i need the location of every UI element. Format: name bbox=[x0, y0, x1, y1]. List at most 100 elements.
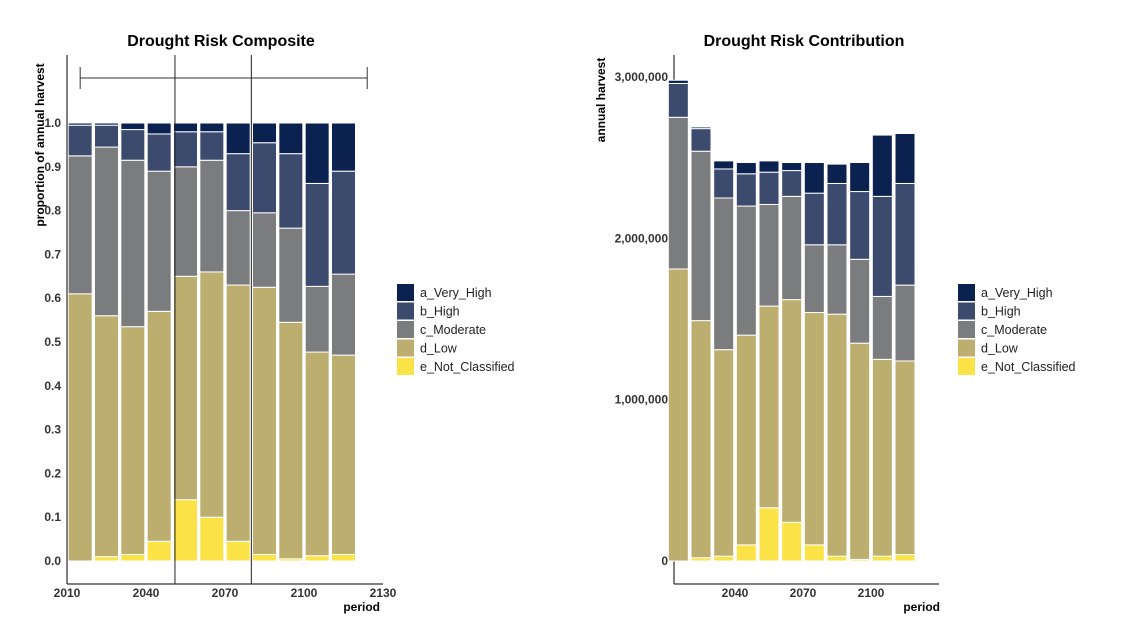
bar-segment-d_Low-2115 bbox=[894, 360, 916, 556]
bar-segment-c_Moderate-2105 bbox=[304, 285, 330, 353]
bar-segment-b_High-2035 bbox=[120, 129, 146, 161]
bar-segment-c_Moderate-2025 bbox=[94, 146, 119, 317]
bar-segment-d_Low-2055 bbox=[758, 305, 780, 509]
bar-segment-a_Very_High-2105 bbox=[871, 134, 893, 197]
bar-segment-b_High-2115 bbox=[331, 170, 356, 275]
x-tick-label: 2070 bbox=[790, 586, 817, 600]
bar-segment-e_Not_Classified-2065 bbox=[781, 521, 803, 562]
x-tick-label: 2010 bbox=[54, 586, 81, 600]
bar-segment-c_Moderate-2105 bbox=[871, 295, 893, 360]
bar-segment-a_Very_High-2055 bbox=[758, 160, 780, 173]
x-tick-label: 2100 bbox=[291, 586, 318, 600]
bar-segment-c_Moderate-2055 bbox=[173, 166, 198, 277]
bar-segment-d_Low-2045 bbox=[146, 310, 172, 542]
legend-label-c_Moderate: c_Moderate bbox=[981, 323, 1047, 337]
legend-swatch-a_Very_High bbox=[397, 284, 414, 301]
bar-segment-c_Moderate-2035 bbox=[120, 159, 146, 328]
bar-segment-b_High-2105 bbox=[304, 182, 330, 287]
bar-segment-d_Low-2095 bbox=[849, 342, 871, 560]
legend-swatch-a_Very_High bbox=[958, 284, 975, 301]
legend-swatch-c_Moderate bbox=[958, 321, 975, 338]
bar-segment-c_Moderate-2025 bbox=[690, 150, 712, 322]
bar-segment-c_Moderate-2115 bbox=[894, 284, 916, 362]
contribution-y-axis-label: annual harvest bbox=[594, 58, 608, 143]
bar-segment-e_Not_Classified-2045 bbox=[146, 540, 172, 562]
bar-segment-a_Very_High-2115 bbox=[331, 122, 356, 172]
composite-plot-area: 0.0 0.1 0.2 0.3 0.4 0.5 0.6 0.7 0.8 0.9 1.0 2010 204… bbox=[44, 55, 397, 600]
bar-segment-d_Low-2105 bbox=[304, 351, 330, 557]
bar-segment-b_High-2045 bbox=[146, 133, 172, 172]
bar-segment-d_Low-2115 bbox=[331, 354, 356, 555]
bar-segment-a_Very_High-2095 bbox=[278, 122, 304, 155]
bar-segment-a_Very_High-2105 bbox=[304, 122, 330, 184]
bar-segment-b_High-2055 bbox=[173, 131, 198, 168]
bar-segment-c_Moderate-2085 bbox=[826, 244, 848, 315]
bar-segment-d_Low-2095 bbox=[278, 321, 304, 560]
y-tick-label: 0.6 bbox=[44, 291, 61, 305]
bar-segment-b_High-2065 bbox=[199, 131, 225, 161]
bar-segment-b_High-2105 bbox=[871, 195, 893, 297]
bar-segment-d_Low-2075 bbox=[225, 284, 251, 542]
bar-segment-e_Not_Classified-2115 bbox=[331, 553, 356, 562]
bar-segment-a_Very_High-2085 bbox=[252, 122, 277, 144]
bar-segment-a_Very_High-2045 bbox=[735, 162, 757, 175]
legend-label-a_Very_High: a_Very_High bbox=[420, 286, 492, 300]
y-tick-label: 0.8 bbox=[44, 204, 61, 218]
legend-label-b_High: b_High bbox=[981, 305, 1021, 319]
bar-segment-c_Moderate-2095 bbox=[849, 258, 871, 344]
x-tick-label: 2040 bbox=[722, 586, 749, 600]
legend-swatch-e_Not_Classified bbox=[958, 358, 975, 375]
legend-label-d_Low: d_Low bbox=[981, 342, 1019, 356]
bar-segment-d_Low-2015 bbox=[667, 268, 689, 562]
bar-segment-a_Very_High-2065 bbox=[199, 122, 225, 133]
contribution-chart: Drought Risk Contribution annual harvest… bbox=[594, 33, 940, 614]
y-tick-label: 0.7 bbox=[44, 247, 61, 261]
y-tick-label: 2,000,000 bbox=[615, 231, 669, 245]
y-tick-label: 0 bbox=[661, 554, 668, 568]
bar-segment-d_Low-2025 bbox=[94, 315, 119, 558]
bar-segment-e_Not_Classified-2105 bbox=[871, 555, 893, 562]
bar-segment-d_Low-2065 bbox=[199, 271, 225, 518]
bar-segment-a_Very_High-2115 bbox=[894, 132, 916, 184]
legend-label-d_Low: d_Low bbox=[420, 342, 458, 356]
bar-segment-a_Very_High-2065 bbox=[781, 162, 803, 172]
legend-swatch-d_Low bbox=[958, 339, 975, 357]
legend-label-a_Very_High: a_Very_High bbox=[981, 286, 1053, 300]
bar-segment-d_Low-2035 bbox=[713, 349, 735, 557]
bar-segment-b_High-2045 bbox=[735, 173, 757, 207]
bar-segment-b_High-2015 bbox=[67, 124, 93, 157]
y-tick-label: 3,000,000 bbox=[615, 70, 669, 84]
bar-segment-b_High-2085 bbox=[252, 142, 277, 214]
bar-segment-c_Moderate-2075 bbox=[803, 244, 825, 314]
bar-segment-e_Not_Classified-2035 bbox=[120, 553, 146, 562]
bar-segment-d_Low-2105 bbox=[871, 358, 893, 557]
bar-segment-b_High-2065 bbox=[781, 170, 803, 197]
bar-segment-a_Very_High-2015 bbox=[67, 122, 93, 126]
bar-segment-c_Moderate-2015 bbox=[667, 116, 689, 270]
y-tick-label: 0.4 bbox=[44, 379, 61, 393]
bar-segment-a_Very_High-2015 bbox=[667, 79, 689, 84]
legend-swatch-c_Moderate bbox=[397, 321, 414, 338]
bar-segment-c_Moderate-2015 bbox=[67, 155, 93, 295]
bar-segment-d_Low-2055 bbox=[173, 275, 198, 501]
bar-segment-e_Not_Classified-2075 bbox=[803, 544, 825, 562]
bar-segment-e_Not_Classified-2105 bbox=[304, 555, 330, 562]
bar-segment-e_Not_Classified-2085 bbox=[826, 555, 848, 562]
bar-segment-e_Not_Classified-2075 bbox=[225, 540, 251, 562]
composite-legend: a_Very_High b_High c_Moderate d_Low e_Not_Cl… bbox=[397, 284, 515, 375]
bar-segment-a_Very_High-2085 bbox=[826, 163, 848, 184]
legend-label-b_High: b_High bbox=[420, 305, 460, 319]
bar-segment-a_Very_High-2075 bbox=[803, 162, 825, 194]
legend-label-e_Not_Classified: e_Not_Classified bbox=[981, 360, 1076, 374]
bar-segment-c_Moderate-2075 bbox=[225, 210, 251, 286]
bar-segment-e_Not_Classified-2035 bbox=[713, 555, 735, 562]
bar-segment-d_Low-2045 bbox=[735, 334, 757, 546]
legend-swatch-b_High bbox=[397, 302, 414, 320]
bar-segment-e_Not_Classified-2045 bbox=[735, 544, 757, 562]
composite-chart: Drought Risk Composite proportion of ann… bbox=[33, 33, 397, 614]
bar-segment-b_High-2075 bbox=[225, 153, 251, 212]
bar-segment-b_High-2055 bbox=[758, 171, 780, 205]
bar-segment-a_Very_High-2055 bbox=[173, 122, 198, 133]
bar-segment-b_High-2035 bbox=[713, 168, 735, 199]
